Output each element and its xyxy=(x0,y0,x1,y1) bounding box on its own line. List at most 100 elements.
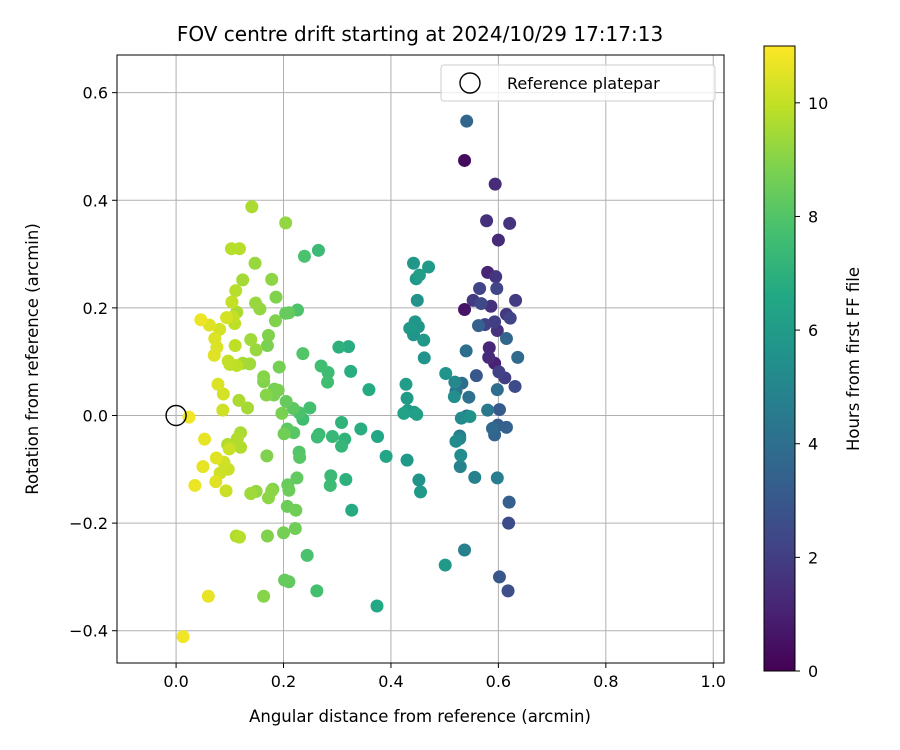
colorbar-tick-label: 0 xyxy=(808,662,818,681)
y-tick-label: 0.4 xyxy=(83,191,108,210)
data-point xyxy=(503,311,517,325)
data-point xyxy=(371,429,385,443)
data-point xyxy=(492,570,506,584)
data-point xyxy=(277,427,291,441)
data-point xyxy=(323,478,337,492)
colorbar-label: Hours from first FF file xyxy=(844,267,863,451)
data-point xyxy=(344,364,358,378)
data-point xyxy=(460,114,474,128)
x-tick-label: 0.0 xyxy=(163,672,188,691)
data-point xyxy=(454,448,468,462)
y-tick-label: −0.4 xyxy=(69,622,108,641)
data-point xyxy=(345,503,359,517)
data-point xyxy=(502,495,516,509)
data-point xyxy=(201,589,215,603)
data-point xyxy=(293,450,307,464)
data-point xyxy=(288,521,302,535)
data-point xyxy=(438,558,452,572)
data-points xyxy=(176,114,525,644)
data-point xyxy=(325,429,339,443)
data-point xyxy=(362,383,376,397)
data-point xyxy=(482,350,496,364)
data-point xyxy=(279,395,293,409)
data-point xyxy=(289,503,303,517)
data-point xyxy=(509,293,523,307)
data-point xyxy=(335,415,349,429)
x-axis-label: Angular distance from reference (arcmin) xyxy=(249,707,591,726)
colorbar-tick-label: 2 xyxy=(808,548,818,567)
data-point xyxy=(469,369,483,383)
data-point xyxy=(502,516,516,530)
data-point xyxy=(260,449,274,463)
data-point xyxy=(282,483,296,497)
data-point xyxy=(216,403,230,417)
colorbar-ticks: 0 2 4 6 8 10 xyxy=(795,94,828,681)
data-point xyxy=(261,328,275,342)
data-point xyxy=(403,321,417,335)
data-point xyxy=(448,375,462,389)
data-point xyxy=(229,284,243,298)
data-point xyxy=(490,471,504,485)
data-point xyxy=(399,377,413,391)
x-tick-label: 0.6 xyxy=(486,672,511,691)
legend-box xyxy=(440,64,716,102)
data-point xyxy=(480,214,494,228)
data-point xyxy=(324,469,338,483)
data-point xyxy=(473,282,487,296)
data-point xyxy=(194,313,208,327)
data-point xyxy=(241,401,255,415)
grid-lines xyxy=(117,55,724,663)
data-point xyxy=(244,487,258,501)
reference-platepar-marker xyxy=(165,404,187,427)
data-point xyxy=(221,354,235,368)
colorbar-tick-label: 6 xyxy=(808,321,818,340)
data-point xyxy=(314,359,328,373)
data-point xyxy=(310,430,324,444)
legend-reference-marker xyxy=(459,72,481,94)
data-point xyxy=(300,548,314,562)
data-point xyxy=(462,390,476,404)
data-point xyxy=(472,319,486,333)
data-point xyxy=(296,347,310,361)
data-point xyxy=(463,410,477,424)
data-point xyxy=(370,599,384,613)
data-point xyxy=(219,484,233,498)
data-point xyxy=(417,351,431,365)
data-point xyxy=(354,422,368,436)
data-point xyxy=(222,442,236,456)
data-point xyxy=(379,449,393,463)
data-point xyxy=(458,543,472,557)
data-point xyxy=(488,177,502,191)
data-point xyxy=(278,573,292,587)
data-point xyxy=(249,343,263,357)
y-axis-ticks: −0.4 −0.2 0.0 0.2 0.4 0.6 xyxy=(69,84,117,641)
data-point xyxy=(272,360,286,374)
data-point xyxy=(268,314,282,328)
data-point xyxy=(232,242,246,256)
data-point xyxy=(508,379,522,393)
data-point xyxy=(244,333,258,347)
y-tick-label: 0.6 xyxy=(83,84,108,103)
data-point xyxy=(310,584,324,598)
data-point xyxy=(332,340,346,354)
y-tick-label: 0.0 xyxy=(83,406,108,425)
data-point xyxy=(499,420,513,434)
data-point xyxy=(400,391,414,405)
x-tick-label: 1.0 xyxy=(701,672,726,691)
data-point xyxy=(188,478,202,492)
data-point xyxy=(259,388,273,402)
data-point xyxy=(339,473,353,487)
data-point xyxy=(453,460,467,474)
data-point xyxy=(209,475,223,489)
data-point xyxy=(265,272,279,286)
data-point xyxy=(271,383,285,397)
data-point xyxy=(198,432,212,446)
data-point xyxy=(245,200,259,214)
data-point xyxy=(342,340,356,354)
data-point xyxy=(422,260,436,274)
data-point xyxy=(407,256,421,270)
data-point xyxy=(499,332,513,346)
data-point xyxy=(232,530,246,544)
data-point xyxy=(335,439,349,453)
data-point xyxy=(412,268,426,282)
